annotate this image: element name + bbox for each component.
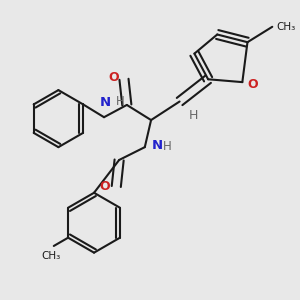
- Text: N: N: [100, 96, 111, 109]
- Text: CH₃: CH₃: [41, 251, 61, 261]
- Text: N: N: [152, 139, 163, 152]
- Text: O: O: [248, 78, 258, 91]
- Text: H: H: [163, 140, 172, 153]
- Text: O: O: [108, 71, 119, 84]
- Text: O: O: [99, 180, 110, 193]
- Text: CH₃: CH₃: [277, 22, 296, 32]
- Text: H: H: [189, 109, 198, 122]
- Text: H: H: [116, 95, 124, 108]
